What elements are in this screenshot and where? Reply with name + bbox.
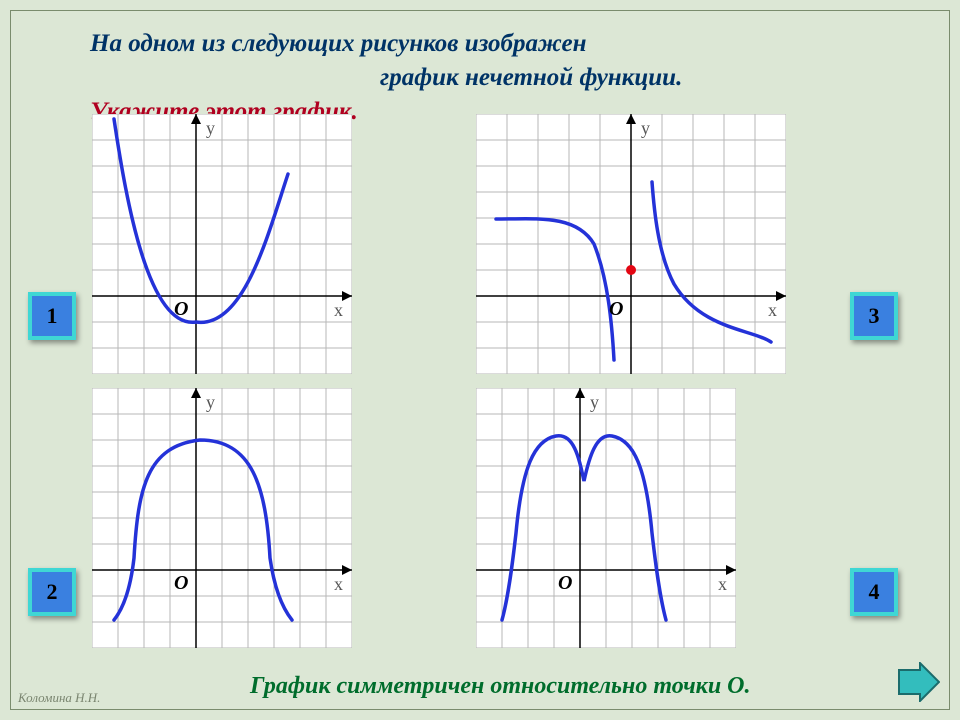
- title-line2: график нечетной функции.: [90, 61, 890, 95]
- x-axis-label: x: [334, 300, 343, 321]
- x-axis-label: x: [768, 300, 777, 321]
- chart-3: Oy x: [476, 114, 786, 374]
- x-axis-label: x: [334, 574, 343, 595]
- origin-label: O: [174, 572, 188, 595]
- x-axis-label: x: [718, 574, 727, 595]
- answer-label-1: 1: [47, 303, 58, 329]
- author-label: Коломина Н.Н.: [18, 690, 100, 706]
- chart-1: Oy x: [92, 114, 352, 374]
- answer-label-4: 4: [869, 579, 880, 605]
- answer-button-3[interactable]: 3: [850, 292, 898, 340]
- answer-label-3: 3: [869, 303, 880, 329]
- y-axis-label: y: [641, 118, 650, 139]
- answer-button-4[interactable]: 4: [850, 568, 898, 616]
- y-axis-label: y: [206, 118, 215, 139]
- bottom-caption: График симметричен относительно точки О.: [250, 673, 751, 700]
- origin-label: O: [609, 298, 623, 321]
- next-arrow-icon[interactable]: [898, 662, 940, 702]
- origin-label: O: [174, 298, 188, 321]
- origin-label: O: [558, 572, 572, 595]
- answer-button-1[interactable]: 1: [28, 292, 76, 340]
- title-line1: На одном из следующих рисунков изображен: [90, 30, 586, 57]
- chart-4: Oy x: [476, 388, 736, 648]
- chart-2: Oy x: [92, 388, 352, 648]
- answer-label-2: 2: [47, 579, 58, 605]
- answer-button-2[interactable]: 2: [28, 568, 76, 616]
- y-axis-label: y: [206, 392, 215, 413]
- y-axis-label: y: [590, 392, 599, 413]
